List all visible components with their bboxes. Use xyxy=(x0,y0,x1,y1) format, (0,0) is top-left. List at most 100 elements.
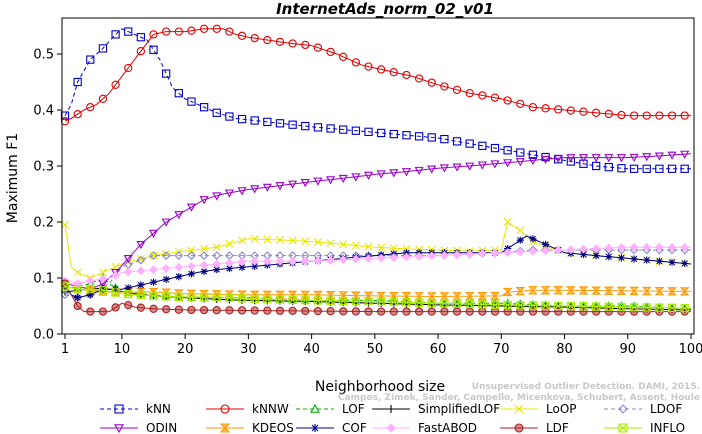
data-point xyxy=(503,96,512,105)
data-point xyxy=(338,255,348,265)
data-point xyxy=(339,307,348,316)
data-point xyxy=(427,133,436,142)
data-point xyxy=(579,250,588,259)
data-point xyxy=(86,285,95,294)
x-tick-label: 90 xyxy=(619,342,636,357)
data-point xyxy=(478,307,487,316)
data-point xyxy=(490,93,500,102)
data-point xyxy=(98,307,108,316)
data-point xyxy=(477,161,487,170)
data-point xyxy=(310,403,320,413)
data-point xyxy=(629,153,639,162)
data-point xyxy=(604,109,613,119)
data-point xyxy=(503,307,512,316)
data-point xyxy=(212,108,221,117)
data-point xyxy=(199,196,209,205)
data-point xyxy=(629,164,639,173)
data-point xyxy=(114,404,124,414)
y-tick-label: 0.0 xyxy=(33,328,54,343)
data-point xyxy=(642,111,651,120)
axis-layer: 1 10 20 30 40 50 60 70 80 90 100 0.0 0.1 0.2 0.3 0.4 0.5 xyxy=(33,48,702,358)
data-point xyxy=(452,137,462,146)
data-point xyxy=(124,301,133,310)
legend-label: kNN xyxy=(146,402,171,416)
data-point xyxy=(516,99,525,108)
data-point xyxy=(262,256,272,266)
data-point xyxy=(351,126,361,135)
data-point xyxy=(224,189,234,198)
data-point xyxy=(541,246,550,256)
data-point xyxy=(212,259,222,269)
series-line-knnw xyxy=(64,28,691,122)
data-point xyxy=(541,104,550,113)
legend-label: COF xyxy=(342,421,367,434)
legend-item-cof: COF xyxy=(296,421,367,434)
data-point xyxy=(60,290,70,300)
series-layer xyxy=(60,24,692,316)
data-point xyxy=(452,299,462,308)
data-point xyxy=(618,423,628,433)
data-point xyxy=(465,299,474,309)
data-point xyxy=(389,244,398,253)
data-point xyxy=(225,112,234,121)
data-point xyxy=(516,307,525,316)
data-point xyxy=(617,243,626,252)
data-point xyxy=(149,251,158,260)
y-tick-label: 0.4 xyxy=(33,104,54,119)
data-point xyxy=(527,286,538,295)
data-point xyxy=(86,103,95,112)
data-point xyxy=(250,256,260,266)
legend-label: LOF xyxy=(342,402,365,416)
data-point xyxy=(288,295,297,305)
data-point xyxy=(149,30,158,39)
data-point xyxy=(516,236,524,244)
data-point xyxy=(174,305,183,314)
data-point xyxy=(553,154,563,163)
data-point xyxy=(402,131,411,140)
data-point xyxy=(641,286,652,296)
data-point xyxy=(376,253,386,263)
data-point xyxy=(592,302,601,311)
y-tick-label: 0.2 xyxy=(33,216,54,231)
data-point xyxy=(187,261,196,271)
data-point xyxy=(478,300,487,309)
data-point xyxy=(301,306,310,316)
data-point xyxy=(540,286,551,295)
legend-item-odin: ODIN xyxy=(100,421,177,434)
data-point xyxy=(386,423,396,433)
data-point xyxy=(351,58,361,67)
legend-label: INFLO xyxy=(650,421,685,434)
data-point xyxy=(681,259,689,268)
y-axis-label: Maximum F1 xyxy=(5,133,21,223)
data-point xyxy=(617,302,626,312)
x-tick-label: 30 xyxy=(240,342,257,357)
data-point xyxy=(642,242,652,252)
legend-label: FastABOD xyxy=(418,421,477,434)
data-point xyxy=(250,116,259,125)
data-point xyxy=(98,274,108,284)
data-point xyxy=(98,286,108,295)
data-point xyxy=(200,244,209,253)
data-point xyxy=(237,31,247,40)
data-point xyxy=(162,275,170,283)
data-point xyxy=(364,254,373,264)
data-point xyxy=(592,108,601,117)
x-axis-label: Neighborhood size xyxy=(315,379,445,395)
data-point xyxy=(149,291,158,301)
data-point xyxy=(490,160,500,169)
data-point xyxy=(439,164,449,173)
data-point xyxy=(490,248,500,258)
data-point xyxy=(161,251,171,260)
data-point xyxy=(401,168,411,177)
data-point xyxy=(402,298,411,307)
data-point xyxy=(566,154,576,163)
data-point xyxy=(123,254,133,264)
data-point xyxy=(136,255,146,265)
data-point xyxy=(288,236,297,245)
data-point xyxy=(655,164,664,173)
data-point xyxy=(136,240,146,250)
data-point xyxy=(73,285,82,294)
data-point xyxy=(516,226,525,235)
data-point xyxy=(339,52,348,61)
data-point xyxy=(528,156,538,166)
